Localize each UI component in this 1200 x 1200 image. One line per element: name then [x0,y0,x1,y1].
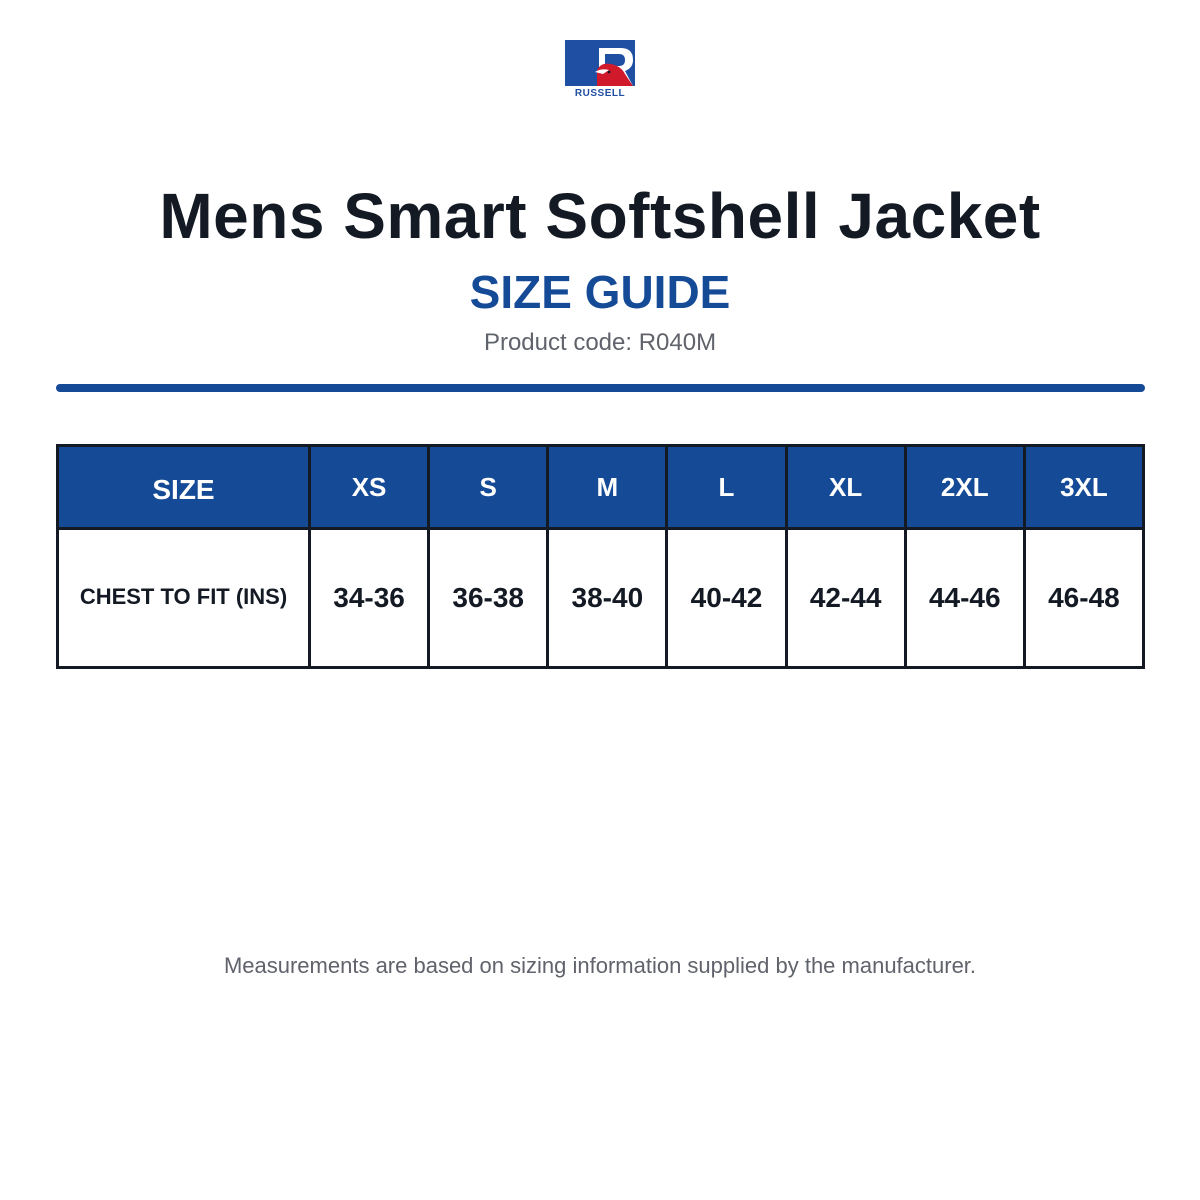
size-header-cell: XS [307,444,431,530]
measurement-cell: 46-48 [1022,527,1146,669]
russell-logo: RUSSELL [565,40,635,98]
size-table: SIZE XS S M L XL 2XL 3XL CHEST TO FIT (I… [56,444,1146,669]
brand-name: RUSSELL [575,88,625,98]
measurement-footnote: Measurements are based on sizing informa… [223,953,977,978]
size-header-cell: L [665,444,788,530]
size-header-cell: M [546,444,669,530]
product-title: Mens Smart Softshell Jacket [159,180,1041,252]
measurement-cell: 44-46 [903,527,1026,669]
measurement-cell: 38-40 [546,527,669,669]
chest-row-label: CHEST TO FIT (INS) [56,527,311,669]
size-header-row: SIZE XS S M L XL 2XL 3XL [56,444,1146,530]
size-header-cell: XL [784,444,907,530]
size-header-cell: 2XL [903,444,1026,530]
measurement-cell: 40-42 [665,527,788,669]
measurement-cell: 36-38 [427,527,550,669]
size-header-cell: 3XL [1022,444,1146,530]
size-header-cell: S [427,444,550,530]
measurement-cell: 42-44 [784,527,907,669]
header-divider [56,384,1145,392]
measurement-cell: 34-36 [307,527,431,669]
size-guide-heading: SIZE GUIDE [469,266,731,318]
table-row: CHEST TO FIT (INS) 34-36 36-38 38-40 40-… [56,527,1146,669]
product-code: Product code: R040M [483,329,717,356]
size-header-label: SIZE [56,444,311,530]
